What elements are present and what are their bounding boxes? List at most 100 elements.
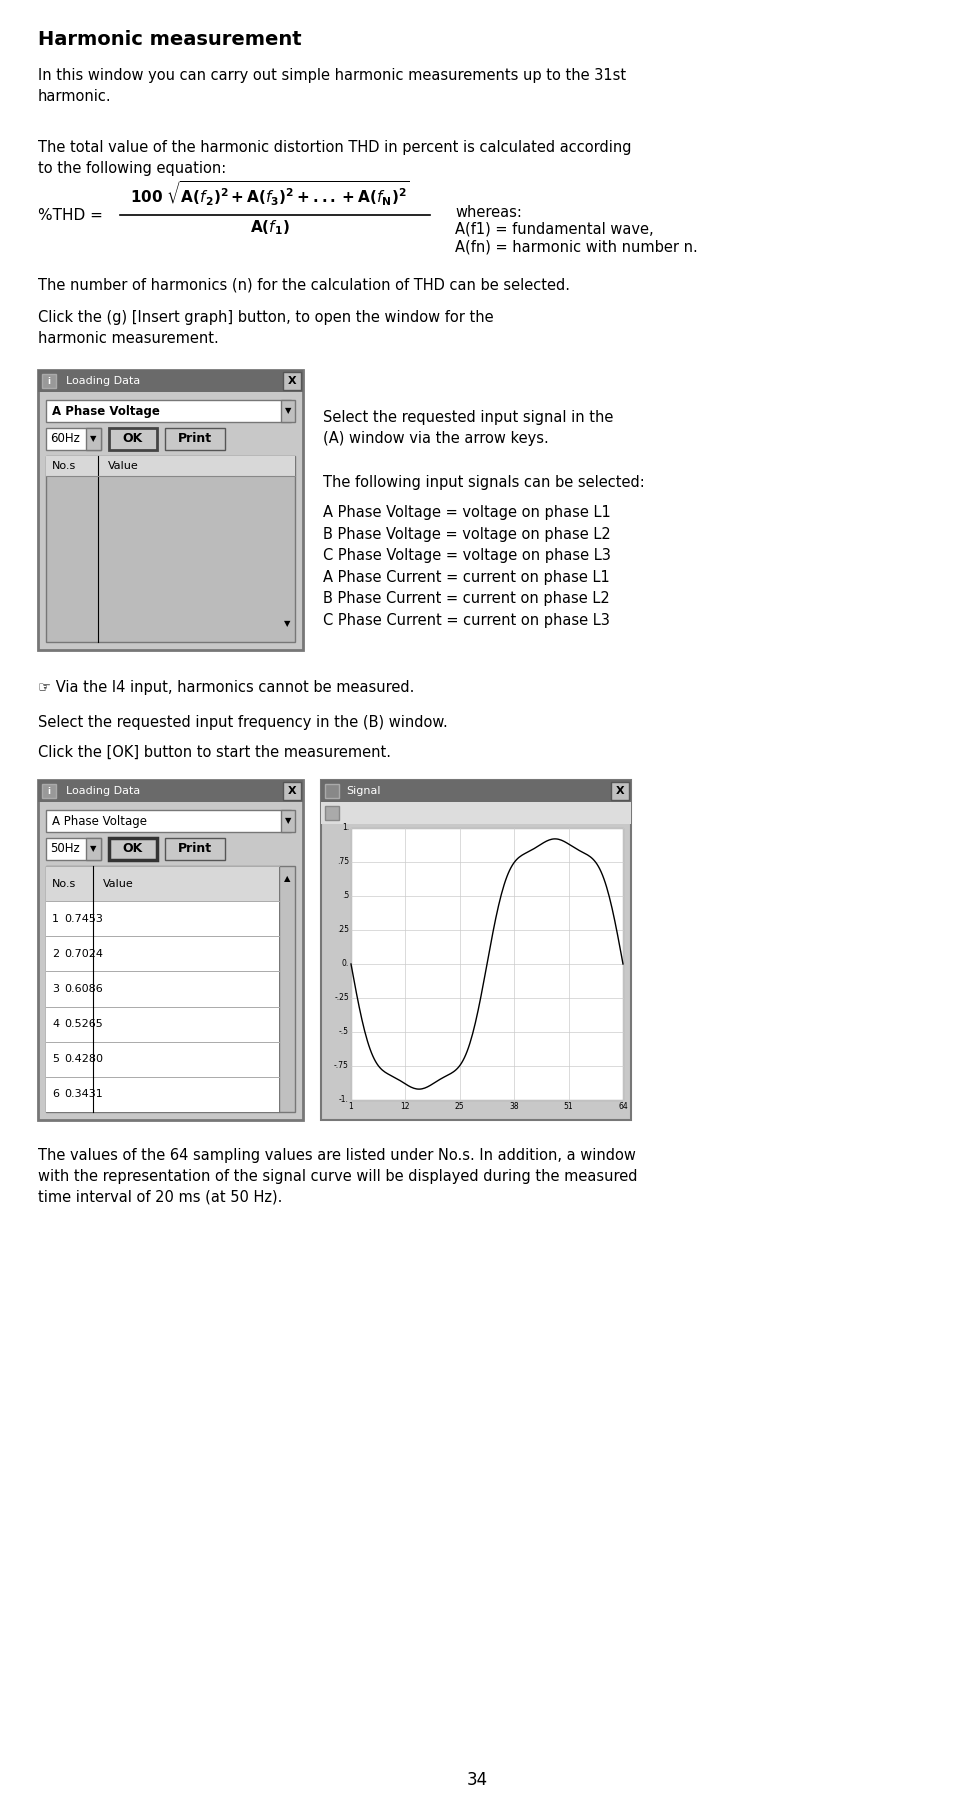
Bar bbox=[46, 811, 291, 833]
Text: 0.5265: 0.5265 bbox=[64, 1020, 103, 1029]
Text: OK: OK bbox=[123, 842, 143, 856]
Text: Select the requested input frequency in the (B) window.: Select the requested input frequency in … bbox=[38, 714, 447, 731]
Bar bbox=[320, 780, 630, 802]
Bar bbox=[320, 780, 630, 1120]
Text: Select the requested input signal in the
(A) window via the arrow keys.: Select the requested input signal in the… bbox=[323, 411, 613, 445]
Bar bbox=[46, 865, 278, 1113]
Bar bbox=[38, 371, 303, 651]
Text: ☞ Via the I4 input, harmonics cannot be measured.: ☞ Via the I4 input, harmonics cannot be … bbox=[38, 680, 414, 694]
Text: ▼: ▼ bbox=[284, 407, 291, 416]
Bar bbox=[46, 865, 278, 902]
Text: ▼: ▼ bbox=[283, 618, 290, 627]
Text: Value: Value bbox=[108, 462, 138, 471]
Text: 1.: 1. bbox=[341, 824, 349, 833]
Bar bbox=[165, 427, 225, 451]
Bar bbox=[325, 805, 338, 820]
Text: A Phase Voltage: A Phase Voltage bbox=[52, 404, 160, 418]
Text: The total value of the harmonic distortion THD in percent is calculated accordin: The total value of the harmonic distorti… bbox=[38, 140, 631, 176]
Text: X: X bbox=[288, 376, 296, 385]
Text: X: X bbox=[288, 785, 296, 796]
Text: Signal: Signal bbox=[346, 785, 380, 796]
Text: No.s: No.s bbox=[52, 878, 76, 889]
Text: 0.7024: 0.7024 bbox=[64, 949, 103, 958]
Bar bbox=[46, 456, 294, 642]
Text: -.75: -.75 bbox=[334, 1062, 349, 1071]
Bar bbox=[109, 838, 157, 860]
Text: The following input signals can be selected:: The following input signals can be selec… bbox=[323, 474, 644, 491]
Text: The values of the 64 sampling values are listed under No.s. In addition, a windo: The values of the 64 sampling values are… bbox=[38, 1147, 637, 1205]
Bar bbox=[86, 838, 101, 860]
Bar bbox=[325, 784, 338, 798]
Text: The number of harmonics (n) for the calculation of THD can be selected.: The number of harmonics (n) for the calc… bbox=[38, 278, 569, 293]
Text: A(fn) = harmonic with number n.: A(fn) = harmonic with number n. bbox=[455, 238, 697, 255]
Bar bbox=[46, 936, 278, 971]
Text: 50Hz: 50Hz bbox=[50, 842, 80, 856]
Text: 0.3431: 0.3431 bbox=[64, 1089, 103, 1100]
Bar bbox=[165, 838, 225, 860]
Bar bbox=[46, 1007, 278, 1042]
Text: 0.4280: 0.4280 bbox=[64, 1054, 103, 1064]
Text: 0.6086: 0.6086 bbox=[64, 984, 103, 994]
Bar bbox=[283, 782, 301, 800]
Text: Loading Data: Loading Data bbox=[66, 785, 140, 796]
Text: Click the (g) [Insert graph] button, to open the window for the
harmonic measure: Click the (g) [Insert graph] button, to … bbox=[38, 311, 493, 345]
Text: .25: .25 bbox=[336, 925, 349, 934]
Text: -.25: -.25 bbox=[334, 993, 349, 1002]
Text: OK: OK bbox=[123, 433, 143, 445]
Text: .75: .75 bbox=[336, 858, 349, 867]
Bar bbox=[278, 865, 294, 1113]
Bar bbox=[281, 811, 294, 833]
Text: whereas:: whereas: bbox=[455, 205, 521, 220]
Text: 1: 1 bbox=[348, 1102, 353, 1111]
Bar bbox=[320, 802, 630, 824]
Text: 25: 25 bbox=[455, 1102, 464, 1111]
Text: In this window you can carry out simple harmonic measurements up to the 31st
har: In this window you can carry out simple … bbox=[38, 67, 625, 104]
Text: 5: 5 bbox=[52, 1054, 59, 1064]
Text: $\mathbf{A(\mathit{f}_1)}$: $\mathbf{A(\mathit{f}_1)}$ bbox=[250, 218, 290, 236]
Text: 12: 12 bbox=[400, 1102, 410, 1111]
Text: 60Hz: 60Hz bbox=[50, 433, 80, 445]
Text: Print: Print bbox=[178, 842, 212, 856]
Text: A(f1) = fundamental wave,: A(f1) = fundamental wave, bbox=[455, 222, 653, 236]
Bar bbox=[46, 971, 278, 1007]
Bar bbox=[281, 400, 294, 422]
Text: -1.: -1. bbox=[338, 1096, 349, 1105]
Bar bbox=[42, 784, 56, 798]
Text: 38: 38 bbox=[509, 1102, 518, 1111]
Bar bbox=[38, 371, 303, 393]
Text: 0.: 0. bbox=[341, 960, 349, 969]
Text: .5: .5 bbox=[341, 891, 349, 900]
Text: 0.7453: 0.7453 bbox=[64, 914, 103, 924]
Bar bbox=[109, 427, 157, 451]
Text: ▼: ▼ bbox=[90, 435, 96, 444]
Text: 64: 64 bbox=[618, 1102, 627, 1111]
Bar bbox=[46, 902, 278, 936]
Text: ▲: ▲ bbox=[283, 874, 290, 884]
Bar bbox=[46, 1076, 278, 1113]
Bar bbox=[46, 838, 101, 860]
Text: ▼: ▼ bbox=[90, 845, 96, 853]
Text: -.5: -.5 bbox=[338, 1027, 349, 1036]
Text: i: i bbox=[48, 787, 51, 796]
Text: 1: 1 bbox=[52, 914, 59, 924]
Bar bbox=[283, 373, 301, 391]
Text: 51: 51 bbox=[563, 1102, 573, 1111]
Text: 3: 3 bbox=[52, 984, 59, 994]
Text: Loading Data: Loading Data bbox=[66, 376, 140, 385]
Text: A Phase Voltage = voltage on phase L1
B Phase Voltage = voltage on phase L2
C Ph: A Phase Voltage = voltage on phase L1 B … bbox=[323, 505, 610, 627]
Bar bbox=[46, 400, 291, 422]
Text: 34: 34 bbox=[466, 1771, 487, 1789]
Bar bbox=[86, 427, 101, 451]
Text: No.s: No.s bbox=[52, 462, 76, 471]
Bar bbox=[610, 782, 628, 800]
Bar bbox=[38, 780, 303, 1120]
Text: Value: Value bbox=[103, 878, 133, 889]
Text: ▼: ▼ bbox=[284, 816, 291, 825]
Bar bbox=[38, 780, 303, 802]
Bar bbox=[46, 456, 294, 476]
Text: 2: 2 bbox=[52, 949, 59, 958]
Bar bbox=[46, 1042, 278, 1076]
Text: i: i bbox=[48, 376, 51, 385]
Text: $\mathbf{100\ \sqrt{A(\mathit{f}_2)^2 + A(\mathit{f}_3)^2 +...+ A(\mathit{f}_N)^: $\mathbf{100\ \sqrt{A(\mathit{f}_2)^2 + … bbox=[130, 180, 410, 207]
Text: 6: 6 bbox=[52, 1089, 59, 1100]
